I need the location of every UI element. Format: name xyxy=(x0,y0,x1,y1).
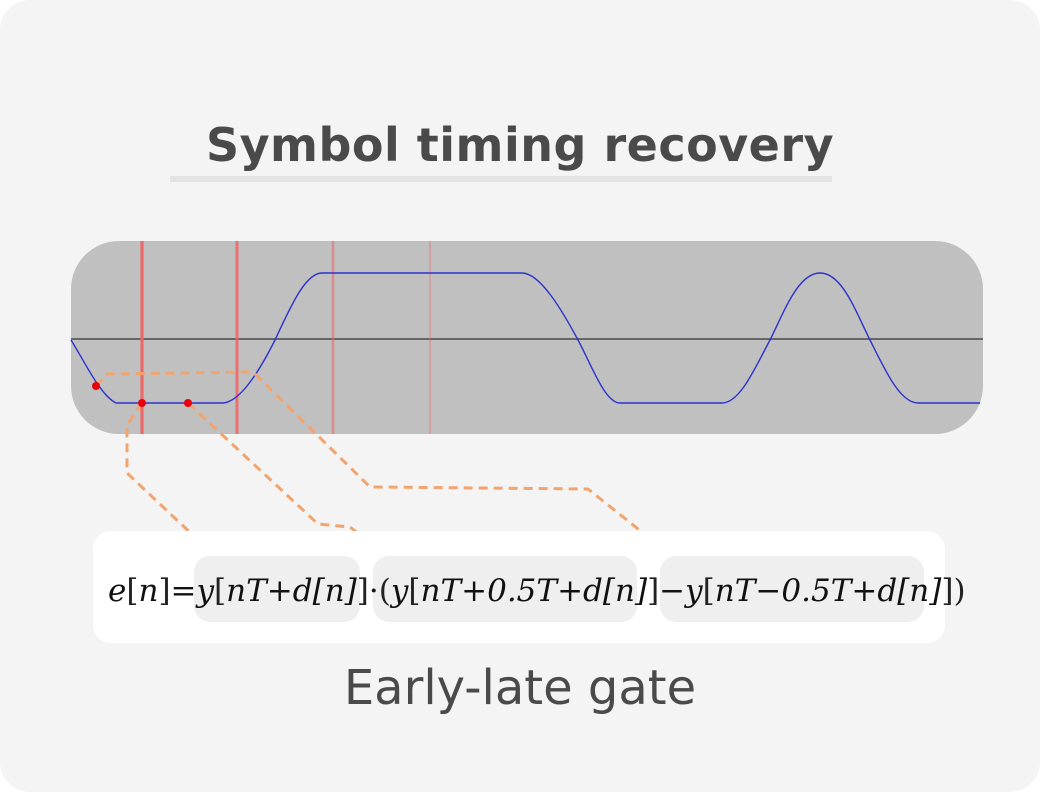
formula-lhs: e xyxy=(108,573,127,609)
formula-term-highlight xyxy=(194,556,360,622)
formula-term-late: nT+0.5T+d[n] xyxy=(420,573,648,609)
formula-y: y xyxy=(196,573,215,609)
formula-y: y xyxy=(685,573,703,609)
page-title: Symbol timing recovery xyxy=(205,118,835,172)
signal-panel xyxy=(71,241,983,434)
sample-point-prompt xyxy=(138,399,146,407)
diagram-caption: Early-late gate xyxy=(343,660,697,716)
connector-prompt xyxy=(125,402,217,558)
formula-term-prompt: nT+d[n] xyxy=(226,573,357,609)
formula-term-early: nT−0.5T+d[n] xyxy=(714,573,942,609)
formula-index: n xyxy=(138,573,159,609)
connector-early xyxy=(94,370,673,558)
formula-minus: − xyxy=(659,573,686,609)
formula-equals: = xyxy=(170,573,197,609)
formula-term-highlight xyxy=(660,556,924,622)
formula-dot: · xyxy=(368,573,379,609)
waveform-curve xyxy=(70,272,980,404)
title-underline xyxy=(170,176,832,182)
formula-term-highlight xyxy=(373,556,637,622)
formula-y: y xyxy=(390,573,409,609)
error-formula: e[n]=y[nT+d[n]]·(y[nT+0.5T+d[n]]−y[nT−0.… xyxy=(108,573,966,609)
sample-point-early xyxy=(92,382,100,390)
sample-point-late xyxy=(184,399,192,407)
